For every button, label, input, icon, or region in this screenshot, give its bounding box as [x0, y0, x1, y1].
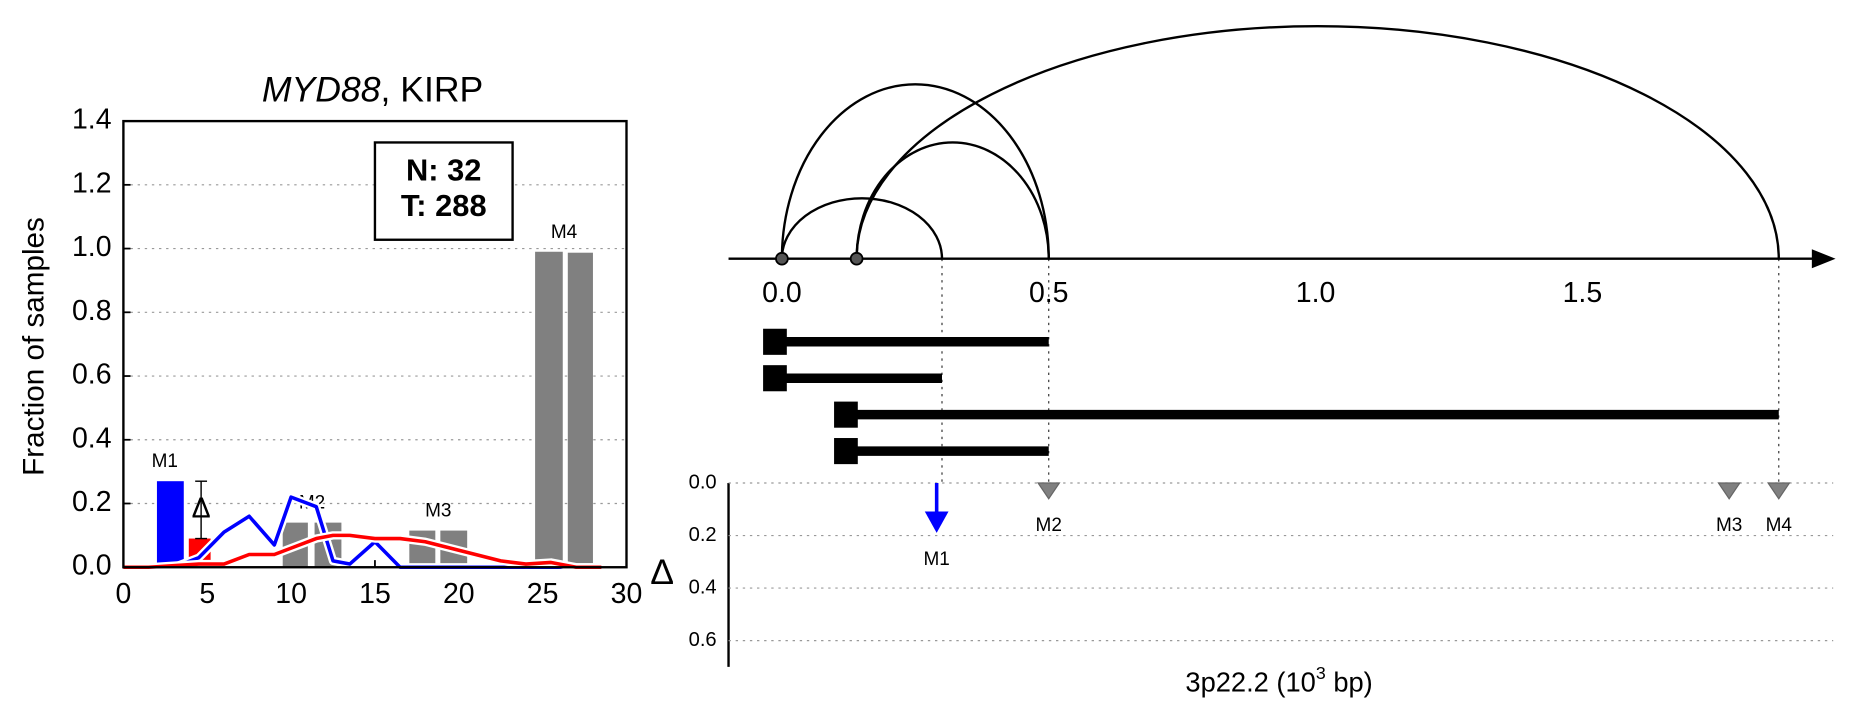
- group-label: M4: [551, 222, 577, 243]
- marker-label: M3: [1716, 515, 1742, 536]
- line: [123, 533, 602, 570]
- y-tick-label: 0.4: [72, 422, 112, 454]
- y-tick-label: 0.6: [689, 629, 717, 651]
- arc: [855, 141, 1050, 259]
- title-gene: MYD88: [262, 70, 381, 110]
- x-label-sup: 3: [1316, 663, 1326, 683]
- x-tick-label: 15: [359, 578, 391, 610]
- marker-triangle: [1036, 482, 1061, 500]
- y-tick-label: 1.0: [72, 231, 112, 263]
- transcript-start: [834, 438, 858, 465]
- x-tick-label: 5: [199, 578, 215, 610]
- group-label: M1: [152, 451, 178, 472]
- x-label-rest: bp): [1326, 667, 1373, 698]
- bar: [156, 481, 184, 568]
- x-tick-label: 30: [611, 578, 643, 610]
- transcript-start: [763, 328, 787, 355]
- delta-axis-label: Δ: [650, 552, 674, 592]
- delta-label: Δ: [192, 492, 211, 524]
- x-tick-label: 0.0: [762, 277, 802, 309]
- node: [775, 251, 789, 266]
- y-tick-label: 0.0: [689, 471, 717, 493]
- marker-arrow: [924, 511, 949, 533]
- x-tick-label: 25: [527, 578, 559, 610]
- y-axis-label: Fraction of samples: [17, 217, 50, 476]
- annotation-text: N: 32: [406, 152, 481, 187]
- node: [849, 251, 864, 266]
- x-tick-label: 1.5: [1563, 277, 1603, 309]
- marker-label: M1: [923, 549, 949, 570]
- axis-arrow: [1811, 249, 1836, 269]
- plot-frame: [122, 119, 628, 569]
- x-axis-label: 3p22.2 (103 bp): [1185, 663, 1372, 698]
- x-tick-label: 10: [275, 578, 307, 610]
- annotation-box: [373, 141, 514, 241]
- marker-triangle: [1766, 482, 1791, 500]
- y-tick-label: 0.6: [72, 359, 112, 391]
- marker-label: M4: [1766, 515, 1792, 536]
- x-label-text: 3p22.2 (10: [1185, 667, 1315, 698]
- arc: [855, 25, 1780, 259]
- arc: [780, 197, 944, 259]
- bar: [567, 252, 593, 568]
- y-tick-label: 0.2: [72, 486, 112, 518]
- marker-label: M2: [1036, 515, 1062, 536]
- y-tick-label: 0.0: [72, 550, 112, 582]
- title-cohort: , KIRP: [380, 70, 483, 110]
- annotation-text: T: 288: [401, 188, 487, 223]
- y-tick-label: 0.8: [72, 295, 112, 327]
- x-tick-label: 1.0: [1296, 277, 1336, 309]
- y-tick-label: 0.4: [689, 576, 717, 598]
- arc: [780, 83, 1050, 259]
- bar: [535, 251, 563, 568]
- x-tick-label: 0.5: [1029, 277, 1069, 309]
- x-tick-label: 0: [115, 578, 131, 610]
- transcript-start: [763, 365, 787, 392]
- group-label: M3: [425, 501, 451, 522]
- x-tick-label: 20: [443, 578, 475, 610]
- left-title: MYD88, KIRP: [262, 70, 483, 110]
- marker-triangle: [1717, 482, 1741, 500]
- y-tick-label: 1.4: [72, 104, 112, 136]
- y-tick-label: 0.2: [689, 524, 717, 546]
- y-tick-label: 1.2: [72, 167, 112, 199]
- transcript-start: [834, 401, 858, 428]
